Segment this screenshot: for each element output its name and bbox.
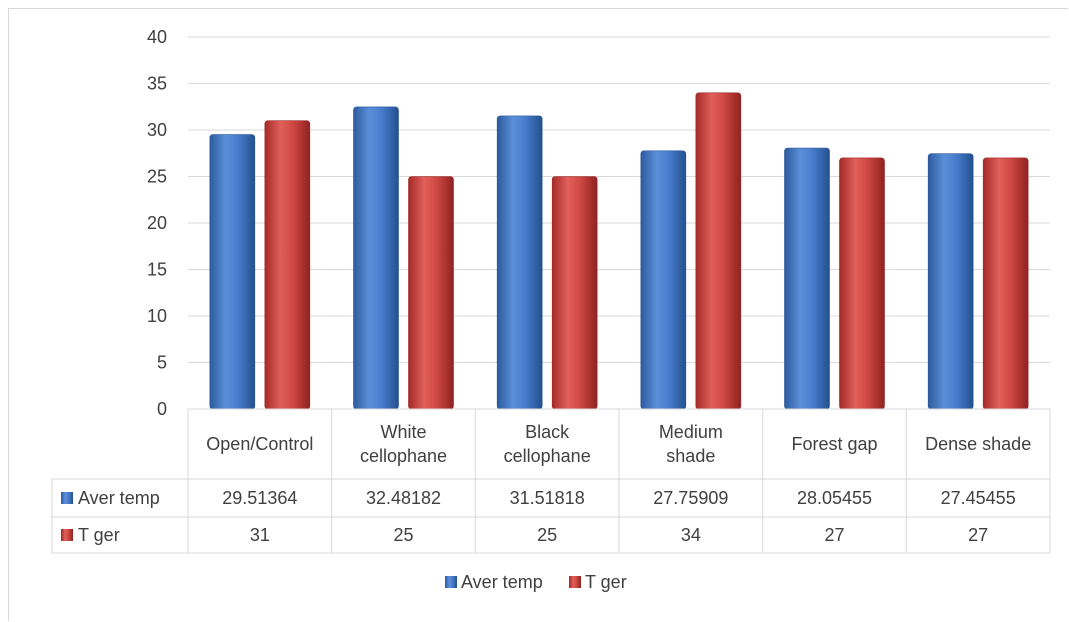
y-tick-label: 25 [147, 167, 167, 187]
table-value: 27 [824, 525, 844, 545]
series-row-label: T ger [78, 525, 120, 545]
bar-aver-temp [353, 106, 399, 410]
y-tick-label: 5 [157, 353, 167, 373]
category-label: Dense shade [925, 434, 1031, 454]
y-tick-label: 10 [147, 306, 167, 326]
y-tick-label: 35 [147, 74, 167, 94]
y-axis: 0 5 10 15 20 25 30 35 40 [147, 27, 167, 419]
category-label: Medium [659, 422, 723, 442]
table-value: 25 [537, 525, 557, 545]
table-value: 31 [250, 525, 270, 545]
bar-t-ger [982, 157, 1029, 410]
table-value: 27 [968, 525, 988, 545]
bar-aver-temp [927, 153, 974, 410]
legend-swatch-icon [445, 576, 457, 588]
legend-key-icon [61, 529, 73, 541]
category-label: White [380, 422, 426, 442]
bar-t-ger [551, 176, 598, 410]
table-value: 32.48182 [366, 488, 441, 508]
table-value: 25 [393, 525, 413, 545]
data-table: Open/Control White cellophane Black cellopha… [51, 408, 1051, 554]
chart-frame [8, 8, 1068, 621]
y-tick-label: 20 [147, 213, 167, 233]
category-label: Forest gap [791, 434, 877, 454]
bar-t-ger [408, 176, 454, 410]
category-label: Open/Control [206, 434, 313, 454]
bar-t-ger [264, 120, 311, 410]
series-row-label: Aver temp [78, 488, 160, 508]
bar-aver-temp [784, 147, 830, 410]
category-label: cellophane [360, 446, 447, 466]
category-label: Black [525, 422, 570, 442]
legend-swatch-icon [569, 576, 581, 588]
y-tick-label: 30 [147, 120, 167, 140]
y-tick-label: 0 [157, 399, 167, 419]
bars [209, 92, 1029, 410]
table-value: 28.05455 [797, 488, 872, 508]
legend-key-icon [61, 492, 73, 504]
table-value: 31.51818 [510, 488, 585, 508]
bar-aver-temp [209, 134, 256, 410]
category-label: shade [666, 446, 715, 466]
bar-t-ger [839, 157, 885, 410]
bar-aver-temp [640, 150, 687, 410]
bar-t-ger [695, 92, 742, 410]
y-tick-label: 15 [147, 260, 167, 280]
category-label: cellophane [504, 446, 591, 466]
table-value: 29.51364 [222, 488, 297, 508]
legend-label: T ger [585, 572, 627, 592]
y-tick-label: 40 [147, 27, 167, 47]
gridlines [188, 36, 1050, 363]
table-value: 27.45455 [941, 488, 1016, 508]
table-value: 27.75909 [653, 488, 728, 508]
legend: Aver temp T ger [445, 572, 627, 592]
table-value: 34 [681, 525, 701, 545]
legend-label: Aver temp [461, 572, 543, 592]
bar-aver-temp [496, 115, 543, 410]
